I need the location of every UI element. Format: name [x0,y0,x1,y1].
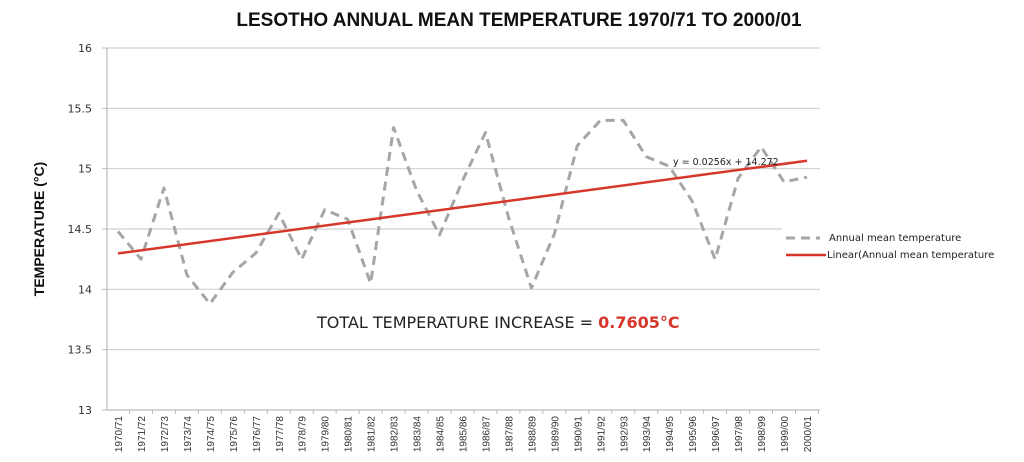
x-tick-label: 1980/81 [344,416,355,453]
x-tick-label: 1975/76 [229,416,240,453]
x-tick-label: 1982/83 [390,416,401,453]
x-tick-label: 1995/96 [688,416,699,453]
axes [106,48,820,411]
y-tick-label: 16 [78,42,92,55]
total-increase-note: TOTAL TEMPERATURE INCREASE = 0.7605°C [316,313,680,332]
series-annual-mean-temperature [116,118,808,306]
x-tick-label: 1974/75 [206,416,217,453]
series-linear-trendline [117,159,808,255]
x-tick-label: 1985/86 [459,416,470,453]
y-tick-label: 15.5 [68,102,93,115]
y-tick-label: 13.5 [68,344,93,357]
x-tick-label: 1984/85 [436,416,447,453]
y-tick-label: 13 [78,404,92,417]
chart-title: LESOTHO ANNUAL MEAN TEMPERATURE 1970/71 … [236,10,802,31]
y-tick-label: 14.5 [68,223,93,236]
x-tick-label: 1993/94 [642,416,653,453]
total-increase-value: 0.7605°C [598,313,679,332]
gridlines [102,47,820,411]
y-tick-label: 15 [78,163,92,176]
x-tick-label: 1978/79 [298,416,309,453]
x-tick-label: 1987/88 [504,416,515,453]
y-tick-label: 14 [78,283,92,296]
x-tick-label: 1994/95 [665,416,676,453]
legend-label-annual: Annual mean temperature [829,233,961,244]
x-tick-label: 1983/84 [413,416,424,453]
x-tick-label: 1972/73 [160,416,171,453]
x-tick-label: 1979/80 [321,416,332,453]
x-tick-label: 1991/92 [596,416,607,453]
legend-label-linear: Linear(Annual mean temperature [827,250,994,261]
x-tick-label: 1998/99 [757,416,768,453]
x-tick-label: 1976/77 [252,416,263,453]
x-tick-label: 1988/89 [527,416,538,453]
x-tick-label: 1999/00 [780,416,791,453]
x-tick-label: 1997/98 [734,416,745,453]
legend-background [782,226,1024,266]
x-axis-ticks: 1970/71 1971/72 1972/73 1973/74 1974/75 1975/… [114,410,819,453]
x-tick-label: 2000/01 [803,416,814,453]
x-tick-label: 1973/74 [183,416,194,453]
x-tick-label: 1996/97 [711,416,722,453]
series-layer [116,118,808,306]
x-tick-label: 1992/93 [619,416,630,453]
x-tick-label: 1977/78 [275,416,286,453]
x-tick-label: 1986/87 [481,416,492,453]
x-tick-label: 1981/82 [367,416,378,453]
trendline-equation: y = 0.0256x + 14.272 [673,157,779,168]
x-tick-label: 1971/72 [137,416,148,453]
y-axis-label: TEMPERATURE (°C) [31,162,47,296]
total-increase-label: TOTAL TEMPERATURE INCREASE = [316,313,598,332]
legend: Annual mean temperature Linear(Annual me… [782,226,1024,266]
x-tick-label: 1970/71 [114,416,125,453]
x-tick-label: 1990/91 [573,416,584,453]
y-axis-ticks: 13 13.5 14 14.5 15 15.5 16 [68,42,93,417]
x-tick-label: 1989/90 [550,416,561,453]
